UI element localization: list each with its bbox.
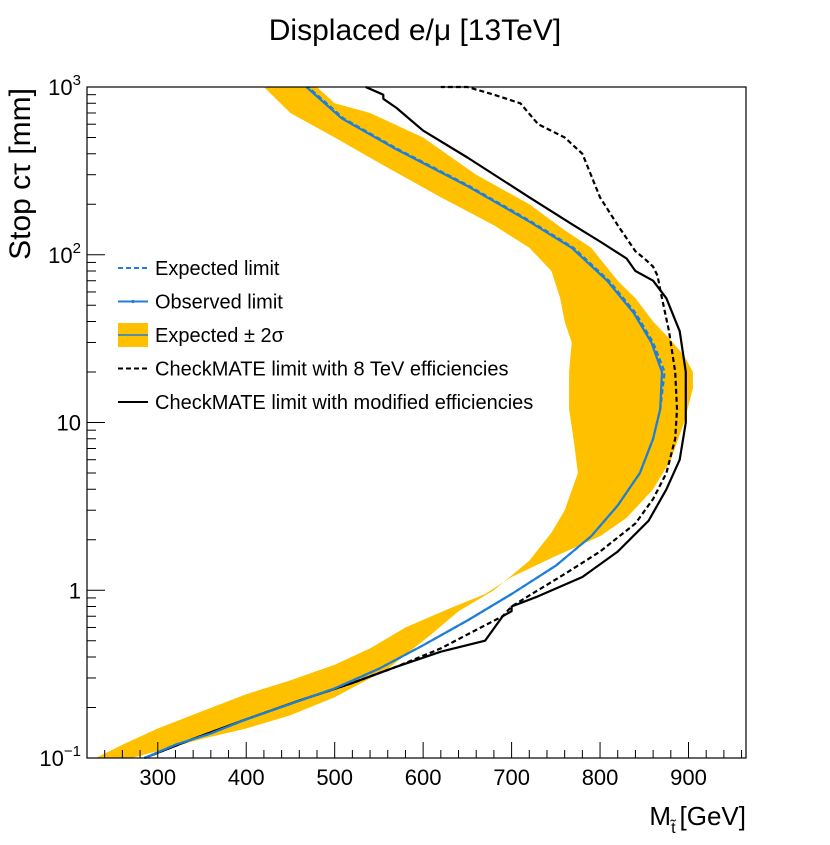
y-tick-base: 10 <box>48 75 72 100</box>
y-tick-exp: −1 <box>64 743 81 760</box>
x-axis-label: Mt̃ [GeV] <box>649 801 746 837</box>
legend-label: Expected limit <box>155 258 280 280</box>
x-tick-label: 700 <box>493 765 530 790</box>
y-tick-label: 103 <box>48 72 81 100</box>
expected-2sigma-band <box>95 87 693 758</box>
x-axis-label-sub: t̃ <box>670 818 677 837</box>
series-line-2 <box>144 85 679 760</box>
series-line-0 <box>144 86 666 760</box>
y-tick-exp: 2 <box>73 240 81 257</box>
y-tick-label: 102 <box>48 240 81 268</box>
y-tick-base: 10 <box>39 746 63 771</box>
x-axis-label-main: M <box>649 801 671 831</box>
x-tick-label: 400 <box>228 765 265 790</box>
legend-label: Expected ± 2σ <box>155 325 285 347</box>
x-tick-label: 900 <box>670 765 707 790</box>
x-tick-label: 500 <box>316 765 353 790</box>
y-tick-base: 10 <box>57 411 81 436</box>
x-tick-label: 300 <box>139 765 176 790</box>
legend: Expected limit Observed limit Expected ± 2… <box>118 258 533 414</box>
legend-marker-observed <box>131 299 135 304</box>
band-layer <box>95 87 693 758</box>
chart-title: Displaced e/μ [13TeV] <box>269 14 561 47</box>
y-tick-base: 1 <box>69 578 81 603</box>
y-tick-label: 1 <box>69 578 81 603</box>
series-layer <box>144 85 687 760</box>
x-axis-label-unit: [GeV] <box>680 801 746 831</box>
legend-label: CheckMATE limit with 8 TeV efficiencies <box>155 359 508 381</box>
x-tick-label: 800 <box>582 765 619 790</box>
y-tick-exp: 3 <box>73 72 81 89</box>
y-tick-label: 10 <box>57 411 81 436</box>
x-tick-label: 600 <box>405 765 442 790</box>
y-tick-base: 10 <box>48 243 72 268</box>
legend-label: Observed limit <box>155 292 283 314</box>
y-tick-label: 10−1 <box>39 743 81 771</box>
y-axis-label: Stop cτ [mm] <box>4 88 37 260</box>
legend-label: CheckMATE limit with modified efficienci… <box>155 392 533 414</box>
